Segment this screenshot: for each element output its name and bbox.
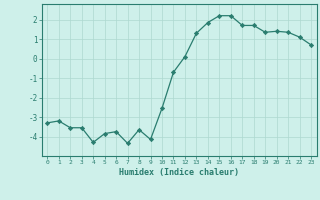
X-axis label: Humidex (Indice chaleur): Humidex (Indice chaleur) (119, 168, 239, 177)
